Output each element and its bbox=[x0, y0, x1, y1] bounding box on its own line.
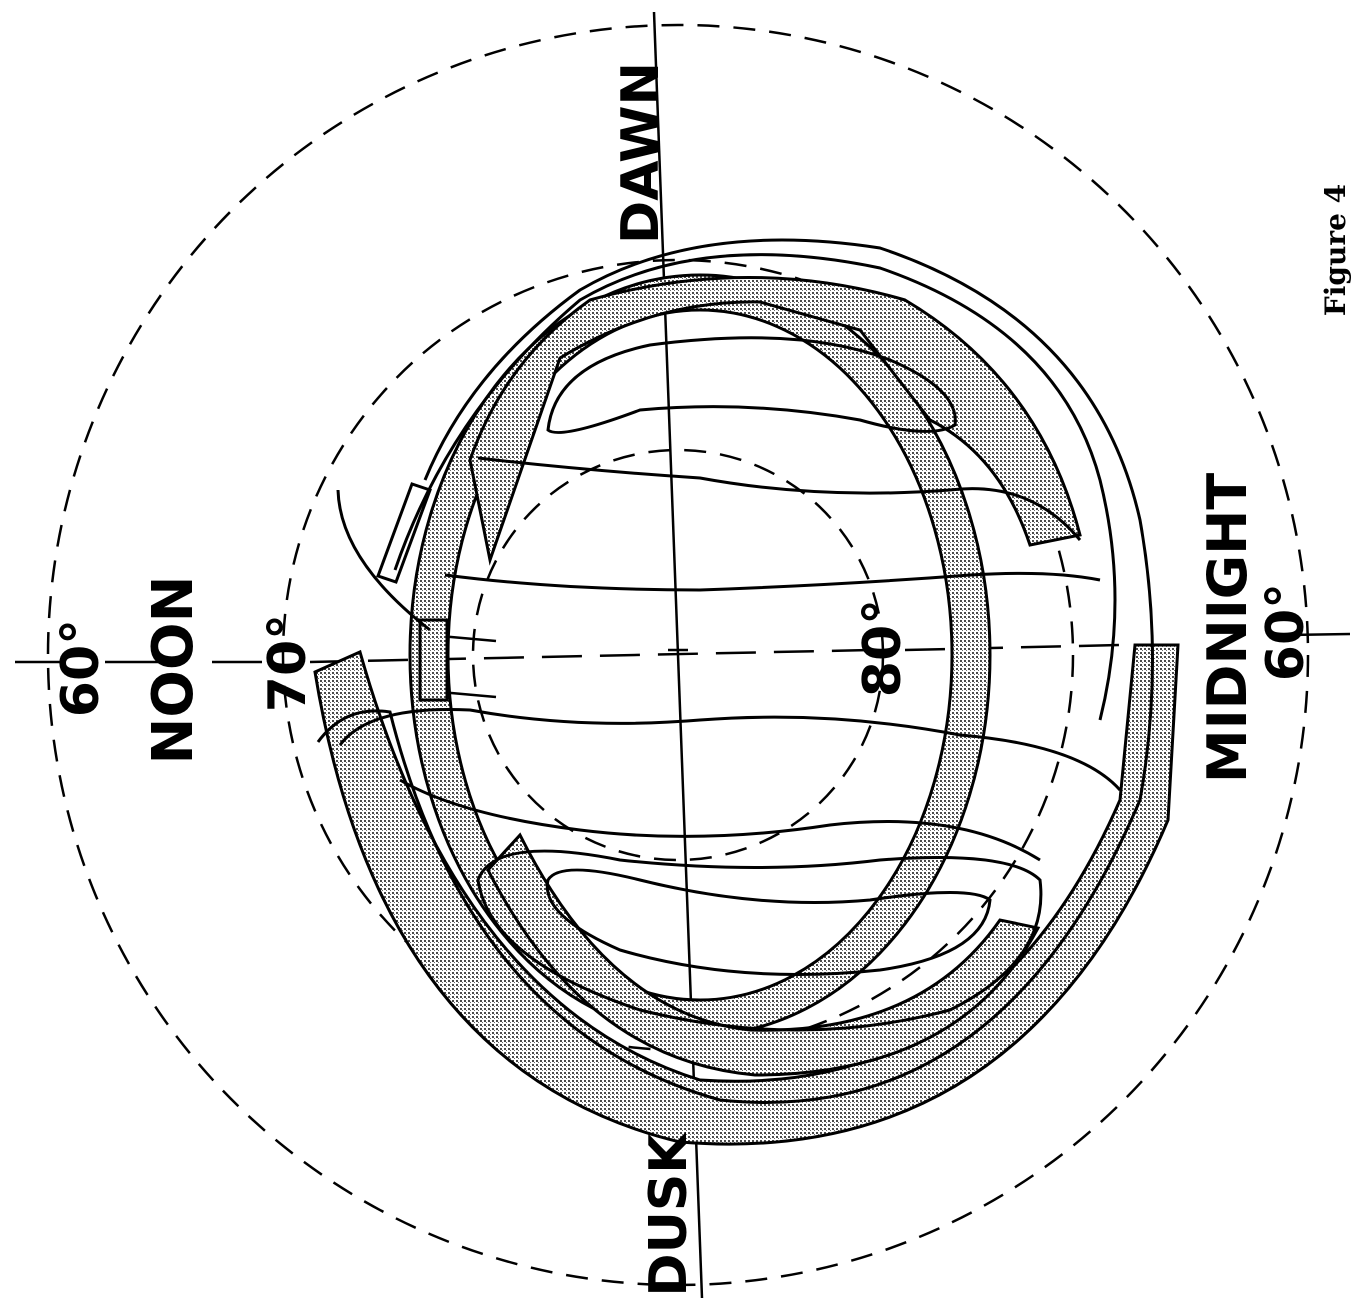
outer-contour bbox=[316, 238, 1154, 1104]
dusk-label: DUSK bbox=[639, 1132, 699, 1297]
outer-dusk-band bbox=[313, 643, 1180, 1146]
contour-upper-1 bbox=[477, 456, 1082, 541]
lat60-right-label: 60° bbox=[1256, 583, 1316, 681]
latitude-circle-80 bbox=[471, 448, 885, 862]
dawn-outer-arc bbox=[393, 253, 1117, 721]
contour-lines bbox=[316, 238, 1154, 1104]
time-labels: NOON MIDNIGHT DAWN DUSK bbox=[141, 62, 1259, 1297]
dusk-outer-loop bbox=[476, 849, 1043, 1032]
latitude-circle-60 bbox=[46, 23, 1310, 1287]
dusk-band-segment bbox=[486, 832, 1041, 1077]
noon-midnight-axis bbox=[15, 632, 1351, 664]
dawn-inner-oval bbox=[546, 336, 957, 434]
contour-lower-2 bbox=[399, 778, 1041, 862]
pole-ticks bbox=[439, 634, 688, 699]
contour-upper-2 bbox=[336, 489, 1101, 632]
lat70-label: 70° bbox=[258, 614, 318, 712]
dawn-label: DAWN bbox=[611, 62, 671, 244]
auroral-bands bbox=[313, 273, 1180, 1146]
dawn-band-segment bbox=[468, 276, 1082, 566]
midnight-label: MIDNIGHT bbox=[1196, 473, 1259, 783]
noon-label: NOON bbox=[141, 576, 206, 765]
lat80-label: 80° bbox=[853, 599, 913, 697]
latitude-labels: 60° 60° 70° 80° bbox=[51, 583, 1316, 717]
figure-caption: Figure 4 bbox=[1319, 184, 1352, 316]
lat60-left-label: 60° bbox=[51, 619, 111, 717]
noon-band-segment bbox=[418, 618, 449, 702]
dusk-inner-oval bbox=[545, 868, 992, 976]
contour-lower-1 bbox=[338, 707, 1122, 791]
